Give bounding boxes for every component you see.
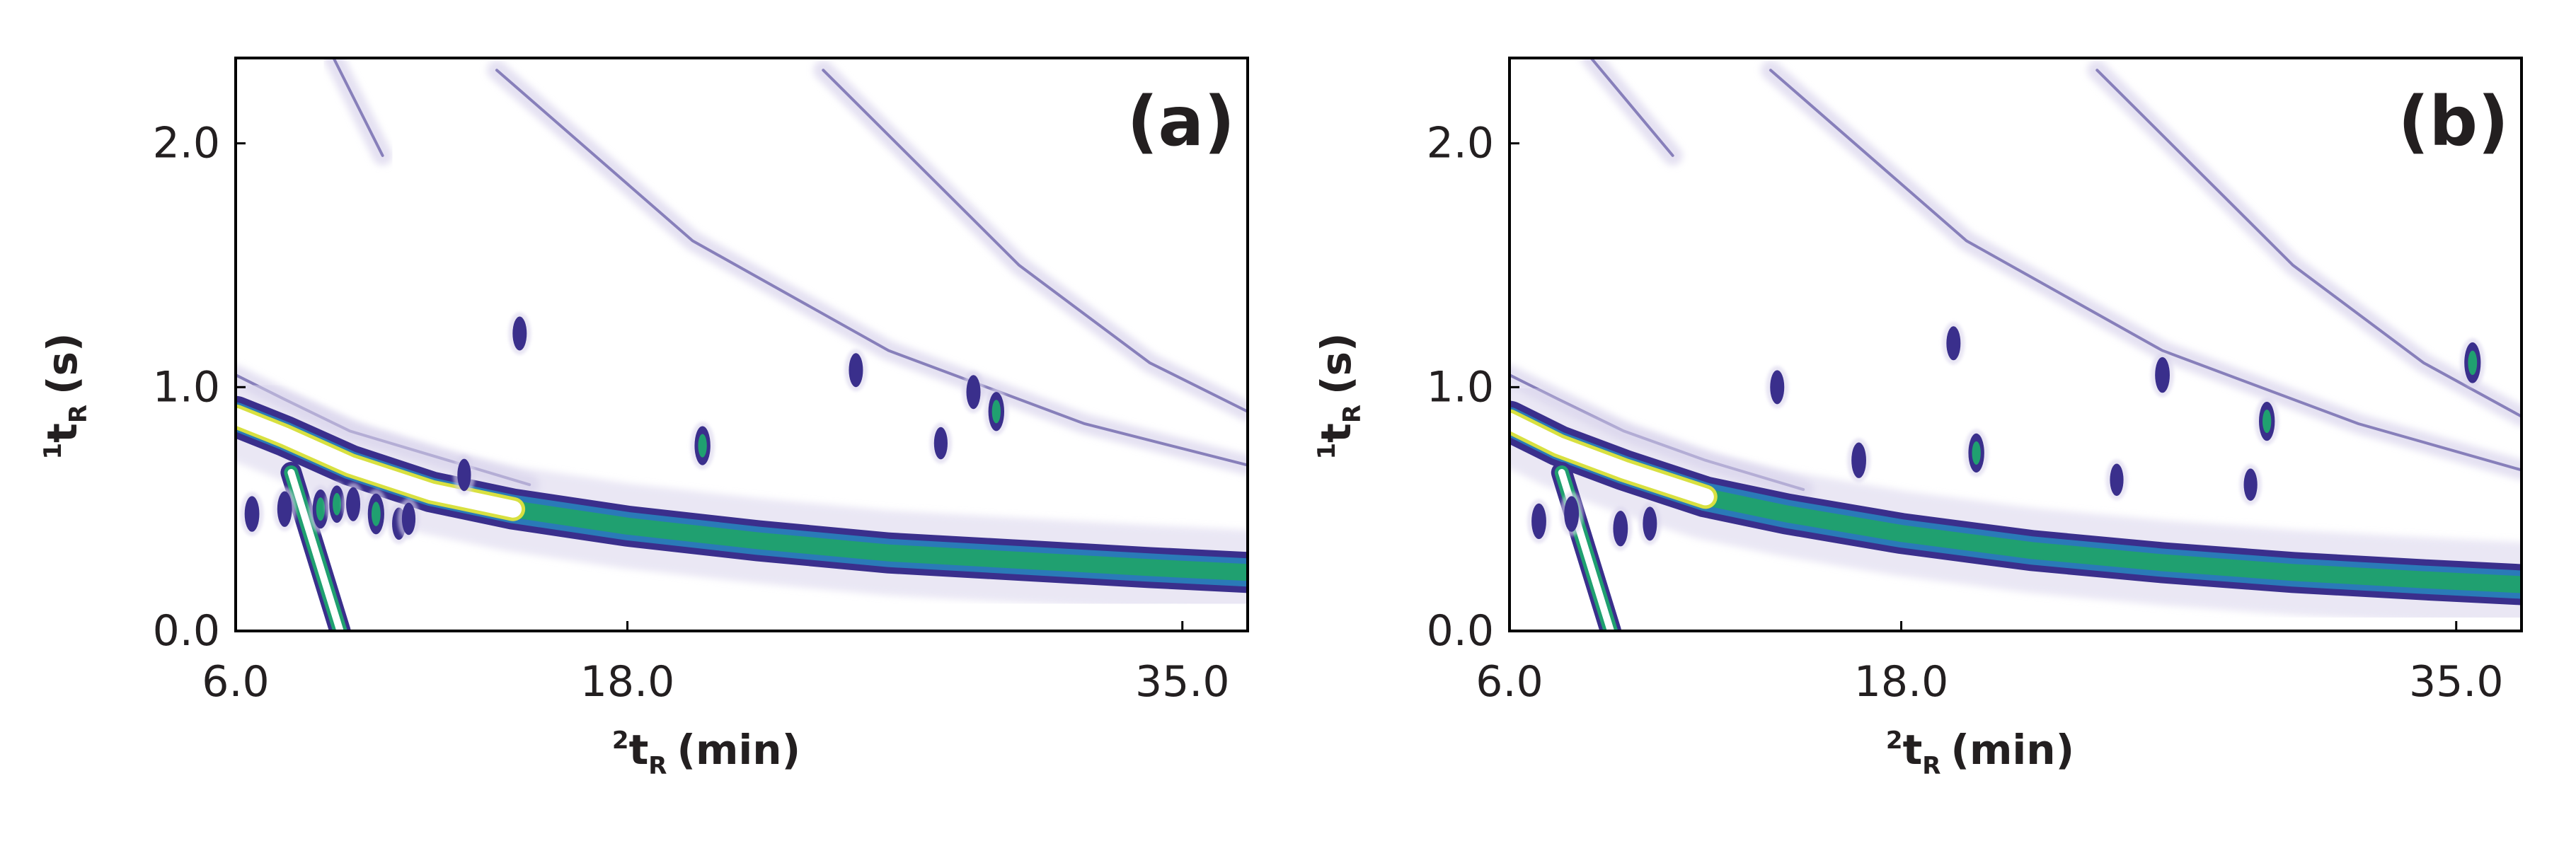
peak-spot [2155, 357, 2170, 393]
peak-spot [849, 353, 863, 388]
x-tick-label: 35.0 [1135, 657, 1230, 707]
plot-frame [1508, 57, 2523, 632]
peak-spot-core [991, 400, 1001, 424]
chart-panel-a: 0.0 1.0 2.0 6.0 18.0 35.0 (a) 2tR (min) 1tR(s) [38, 57, 1249, 780]
y-tick-label: 0.0 [1427, 606, 1494, 656]
x-tick-label: 35.0 [2409, 657, 2504, 707]
peak-spot-core [2262, 410, 2272, 434]
peak-spot-core [371, 502, 381, 526]
x-tick-label: 18.0 [580, 657, 675, 707]
y-tick-label: 2.0 [1427, 119, 1494, 168]
peak-spot-core [2468, 350, 2478, 376]
peak-spot [1564, 496, 1580, 532]
peak-spot [346, 487, 361, 521]
peak-spot [277, 491, 292, 527]
main-band-saturated [236, 407, 522, 518]
main-band-saturated [1510, 412, 1714, 506]
peak-spot [933, 427, 948, 460]
peak-spot [966, 375, 981, 410]
secondary-band-core [1769, 69, 2522, 472]
y-axis-title: 1tR(s) [38, 332, 93, 459]
peak-spot-core [316, 497, 326, 521]
y-axis-title: 1tR(s) [1312, 332, 1367, 459]
secondary-band-core [495, 69, 1248, 467]
chart-b-svg: 0.0 1.0 2.0 6.0 18.0 35.0 (b) 2tR (min) 1tR(s) [1312, 57, 2523, 780]
x-axis-title: 2tR (min) [1886, 726, 2074, 780]
chart-panel-b: 0.0 1.0 2.0 6.0 18.0 35.0 (b) 2tR (min) 1tR(s) [1274, 0, 2562, 846]
peak-spot [1531, 503, 1546, 540]
peak-spot [1851, 442, 1866, 478]
plot-area [236, 58, 1248, 631]
peak-spot-core [333, 492, 341, 516]
secondary-band-core [822, 69, 1248, 413]
heatmap-layer [1510, 58, 2522, 631]
secondary-band-core [332, 58, 384, 157]
peak-spot [457, 458, 471, 492]
peak-spot [1613, 511, 1628, 547]
peak-spot-core [1972, 441, 1981, 465]
panel-label: (a) [1127, 82, 1235, 161]
panel-label: (b) [2398, 82, 2509, 161]
peak-spot [2243, 468, 2258, 501]
heatmap-layer [236, 58, 1248, 631]
secondary-band-core [2095, 69, 2522, 418]
y-tick-label: 1.0 [1427, 362, 1494, 412]
chart-a-svg: 0.0 1.0 2.0 6.0 18.0 35.0 (a) 2tR (min) 1tR(s) [38, 57, 1249, 780]
plot-area [1510, 58, 2522, 631]
plot-frame [234, 57, 1249, 632]
diagonal-band-core [287, 469, 344, 631]
peak-spot [244, 496, 260, 532]
x-axis-title: 2tR (min) [612, 726, 800, 780]
secondary-band-core [1589, 58, 1674, 157]
peak-spot [2110, 463, 2124, 497]
x-tick-label: 18.0 [1854, 657, 1949, 707]
axes: 0.0 1.0 2.0 6.0 18.0 35.0 [1427, 57, 2523, 707]
peak-spot [1770, 370, 1785, 405]
peak-spot [401, 502, 416, 535]
peak-spot-core [698, 434, 707, 458]
y-tick-label: 1.0 [153, 362, 220, 412]
axes: 0.0 1.0 2.0 6.0 18.0 35.0 [153, 57, 1249, 707]
x-tick-label: 6.0 [202, 657, 269, 707]
y-tick-label: 2.0 [153, 119, 220, 168]
x-tick-label: 6.0 [1476, 657, 1543, 707]
y-tick-label: 0.0 [153, 606, 220, 656]
peak-spot [1946, 326, 1961, 361]
peak-spot [512, 316, 527, 351]
peak-spot [1643, 506, 1657, 541]
